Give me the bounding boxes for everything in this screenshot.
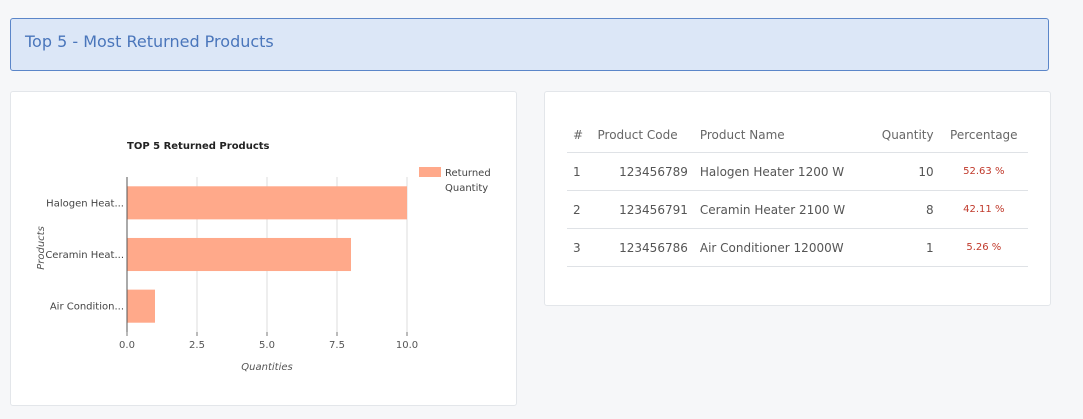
y-axis-label: Products bbox=[36, 226, 47, 270]
legend-label-line-1: Returned bbox=[445, 168, 491, 179]
table-row: 2 123456791 Ceramin Heater 2100 W 8 42.1… bbox=[567, 190, 1028, 229]
cell-product-code: 123456786 bbox=[591, 228, 694, 267]
x-tick-label: 7.5 bbox=[329, 340, 345, 351]
table-row: 3 123456786 Air Conditioner 12000W 1 5.2… bbox=[567, 228, 1028, 267]
col-header-index: # bbox=[567, 118, 592, 153]
cell-product-code: 123456789 bbox=[591, 152, 694, 191]
cell-quantity: 8 bbox=[868, 190, 940, 229]
chart-card: TOP 5 Returned Products Halogen Heat... C… bbox=[10, 91, 517, 406]
cell-percentage: 5.26 % bbox=[939, 228, 1028, 267]
table-row: 1 123456789 Halogen Heater 1200 W 10 52.… bbox=[567, 152, 1028, 191]
legend-label: Returned Quantity bbox=[445, 168, 494, 194]
bar bbox=[127, 237, 351, 272]
cell-product-name: Ceramin Heater 2100 W bbox=[693, 190, 869, 229]
cell-product-name: Halogen Heater 1200 W bbox=[693, 152, 869, 191]
x-axis-label: Quantities bbox=[241, 362, 292, 373]
table-header-row: # Product Code Product Name Quantity Per… bbox=[567, 118, 1028, 153]
y-tick-label: Ceramin Heat... bbox=[45, 250, 124, 261]
y-tick-label: Air Condition... bbox=[50, 302, 124, 313]
page-header: Top 5 - Most Returned Products bbox=[10, 18, 1049, 71]
page-title: Top 5 - Most Returned Products bbox=[25, 32, 274, 51]
chart-title: TOP 5 Returned Products bbox=[127, 141, 270, 152]
x-tick-label: 5.0 bbox=[259, 340, 275, 351]
col-header-quantity: Quantity bbox=[868, 118, 940, 153]
cell-product-name: Air Conditioner 12000W bbox=[693, 228, 869, 267]
col-header-product-code: Product Code bbox=[591, 118, 694, 153]
cell-product-code: 123456791 bbox=[591, 190, 694, 229]
table-card: # Product Code Product Name Quantity Per… bbox=[544, 91, 1051, 306]
legend-label-line-2: Quantity bbox=[445, 183, 488, 194]
y-tick-label: Halogen Heat... bbox=[46, 198, 124, 209]
x-tick-label: 2.5 bbox=[189, 340, 205, 351]
bar bbox=[127, 186, 407, 220]
x-tick-label: 10.0 bbox=[396, 340, 418, 351]
bar-chart: TOP 5 Returned Products Halogen Heat... C… bbox=[36, 141, 494, 373]
returned-products-table: # Product Code Product Name Quantity Per… bbox=[567, 118, 1028, 267]
cell-index: 2 bbox=[567, 190, 592, 229]
cell-percentage: 52.63 % bbox=[939, 152, 1028, 191]
cell-quantity: 10 bbox=[868, 152, 940, 191]
cell-index: 3 bbox=[567, 228, 592, 267]
cell-index: 1 bbox=[567, 152, 592, 191]
bar bbox=[127, 289, 155, 323]
x-tick-label: 0.0 bbox=[119, 340, 135, 351]
legend-swatch bbox=[419, 167, 441, 177]
col-header-product-name: Product Name bbox=[693, 118, 869, 153]
cell-quantity: 1 bbox=[868, 228, 940, 267]
col-header-percentage: Percentage bbox=[939, 118, 1028, 153]
cell-percentage: 42.11 % bbox=[939, 190, 1028, 229]
chart-legend: Returned Quantity bbox=[419, 167, 494, 194]
